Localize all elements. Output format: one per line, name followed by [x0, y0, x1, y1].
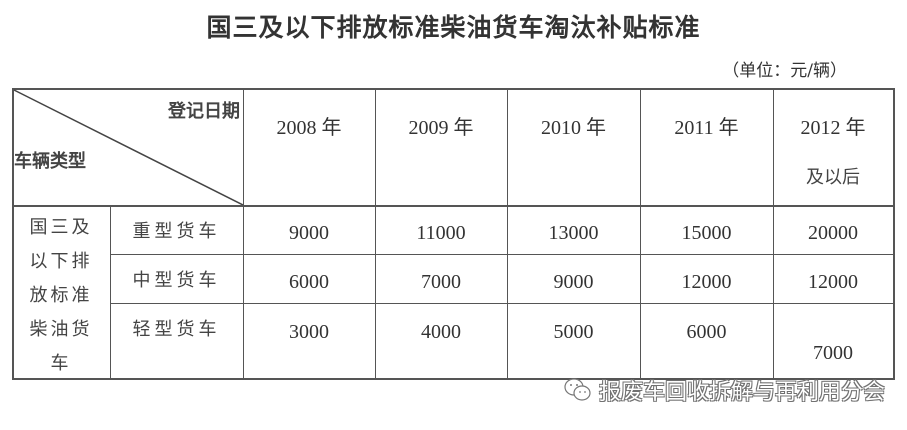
corner-diagonal [13, 89, 243, 205]
unit-note: （单位：元/辆） [722, 61, 847, 81]
column-divider [640, 88, 641, 378]
table-cell-value: 20000 [808, 222, 858, 244]
table-cell-value: 15000 [681, 222, 732, 244]
table-border-right [893, 88, 895, 380]
watermark: 报废车回收拆解与再利用分会 [563, 374, 885, 406]
table-border-left [12, 88, 14, 378]
row-type-label: 轻型货车 [132, 319, 221, 340]
column-divider [243, 88, 244, 378]
page-title: 国三及以下排放标准柴油货车淘汰补贴标准 [206, 13, 701, 42]
row-divider [110, 303, 893, 304]
table-border-top [12, 88, 893, 90]
watermark-text: 报废车回收拆解与再利用分会 [599, 380, 886, 405]
table-cell-value: 11000 [416, 222, 466, 244]
column-header-year: 2011 年 [674, 116, 739, 139]
group-divider [110, 205, 111, 378]
column-header-sub: 及以后 [806, 167, 860, 188]
table-cell-value: 6000 [289, 271, 329, 293]
group-label-line: 国三及 [29, 217, 93, 238]
table-border-bottom [12, 378, 893, 380]
row-type-label: 重型货车 [132, 220, 221, 242]
wechat-icon [564, 378, 591, 401]
table-cell-value: 3000 [289, 320, 329, 343]
table-cell-value: 5000 [553, 320, 594, 343]
column-header-year: 2009 年 [408, 116, 474, 139]
column-header-year: 2012 年 [800, 116, 866, 139]
table-cell-value: 12000 [681, 271, 732, 293]
table-cell-value: 12000 [808, 271, 858, 293]
table-cell-value: 13000 [548, 222, 599, 244]
column-header-year: 2010 年 [541, 116, 606, 139]
column-divider [507, 88, 508, 378]
table-cell-value: 9000 [289, 222, 329, 244]
table-cell-value: 9000 [553, 271, 594, 293]
table-cell-value: 7000 [421, 271, 461, 293]
header-divider [12, 205, 893, 207]
table-cell-value: 4000 [421, 320, 461, 343]
table-cell-value: 6000 [686, 320, 727, 343]
column-header-year: 2008 年 [276, 116, 342, 139]
group-label-line: 以下排 [29, 251, 93, 272]
row-divider [110, 254, 893, 255]
row-type-label: 中型货车 [132, 269, 221, 291]
corner-top-label: 登记日期 [168, 101, 240, 122]
column-divider [375, 88, 376, 378]
corner-bottom-label: 车辆类型 [14, 151, 86, 172]
table-cell-value: 7000 [813, 341, 853, 364]
group-label-line: 放标准 [29, 285, 93, 306]
group-label-line: 车 [50, 353, 72, 374]
column-divider [773, 88, 774, 378]
group-label-line: 柴油货 [29, 319, 93, 340]
